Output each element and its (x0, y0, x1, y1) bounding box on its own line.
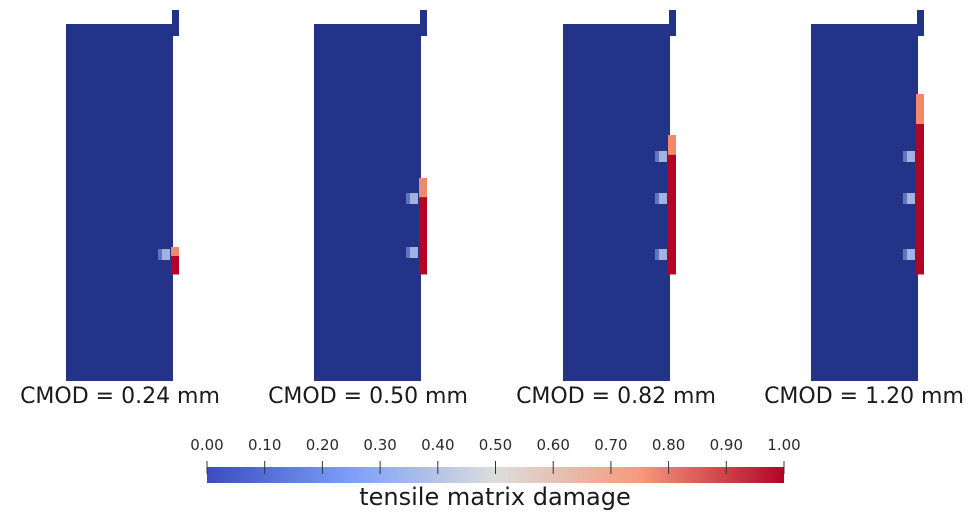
panel-label-3: CMOD = 0.82 mm (516, 384, 716, 409)
specimen-1 (66, 10, 179, 381)
partial-damage-cell (659, 151, 667, 162)
specimen-lip (669, 10, 676, 36)
partial-damage-cell (158, 249, 162, 260)
partial-damage-cell (406, 193, 410, 204)
colorbar-tick-label: 0.40 (421, 436, 455, 454)
damage-cell (668, 164, 676, 176)
panel-label-2: CMOD = 0.50 mm (268, 384, 468, 409)
partial-damage-cell (903, 151, 907, 162)
partial-damage-cell (655, 193, 659, 204)
damage-cell (171, 265, 179, 275)
partial-damage-cell (903, 193, 907, 204)
damage-cell (668, 184, 676, 196)
specimen-lip (917, 10, 924, 36)
damage-cell (419, 245, 427, 256)
damage-cell (916, 164, 924, 175)
damage-cell (916, 154, 924, 165)
partial-damage-cell (410, 247, 418, 258)
colorbar-tick-label: 0.50 (478, 436, 513, 454)
partial-damage-cell (907, 249, 915, 260)
colorbar-tick-label: 0.70 (594, 436, 628, 454)
specimen-lip (420, 10, 427, 36)
colorbar-tick-label: 0.20 (305, 436, 340, 454)
partial-damage-cell (655, 249, 659, 260)
damage-cell (916, 134, 924, 145)
damage-cell (916, 104, 924, 115)
damage-cell (668, 214, 676, 225)
damage-cell (419, 216, 427, 227)
damage-cell (668, 154, 676, 166)
damage-cell (171, 247, 179, 257)
damage-cell (916, 234, 924, 245)
damage-cell (916, 254, 924, 265)
damage-cell (668, 224, 676, 235)
damage-cell (419, 235, 427, 246)
damage-cell (916, 124, 924, 135)
damage-cell (419, 178, 427, 189)
damage-cell (668, 174, 676, 186)
damage-cell (668, 234, 676, 245)
colorbar-tick-label: 0.30 (363, 436, 397, 454)
damage-cell (668, 244, 676, 255)
colorbar-tick-label: 0.80 (651, 436, 686, 454)
damage-cell (916, 264, 924, 275)
damage-cell (916, 194, 924, 205)
specimen-body (314, 24, 421, 381)
damage-cell (419, 197, 427, 208)
specimen-body (811, 24, 918, 381)
damage-cell (916, 224, 924, 235)
damage-cell (668, 194, 676, 205)
colorbar-tick-label: 0.00 (190, 436, 224, 454)
damage-cell (419, 206, 427, 217)
damage-cell (419, 187, 427, 198)
damage-cell (668, 254, 676, 265)
partial-damage-cell (903, 249, 907, 260)
partial-damage-cell (406, 247, 410, 258)
colorbar-tick-label: 0.60 (536, 436, 570, 454)
panel-label-1: CMOD = 0.24 mm (20, 384, 220, 409)
damage-cell (419, 254, 427, 265)
partial-damage-cell (659, 193, 667, 204)
colorbar-title: tensile matrix damage (359, 483, 631, 511)
partial-damage-cell (659, 249, 667, 260)
damage-cell (916, 144, 924, 155)
damage-cell (916, 214, 924, 225)
colorbar-tick-label: 0.90 (709, 436, 743, 454)
damage-cell (668, 264, 676, 275)
colorbar-tick-label: 0.10 (247, 436, 282, 454)
damage-cell (916, 114, 924, 125)
damage-cell (916, 204, 924, 215)
damage-cell (916, 94, 924, 105)
specimen-body (563, 24, 670, 381)
damage-cell (916, 174, 924, 185)
panel-label-4: CMOD = 1.20 mm (764, 384, 964, 409)
specimen-3 (563, 10, 676, 381)
damage-cell (668, 144, 676, 156)
partial-damage-cell (410, 193, 418, 204)
damage-cell (916, 244, 924, 255)
specimen-lip (172, 10, 179, 36)
specimen-4 (811, 10, 924, 381)
partial-damage-cell (655, 151, 659, 162)
colorbar-tick-label: 1.00 (767, 436, 801, 454)
partial-damage-cell (162, 249, 170, 260)
specimen-2 (314, 10, 427, 381)
partial-damage-cell (907, 193, 915, 204)
specimen-body (66, 24, 173, 381)
damage-cell (419, 264, 427, 275)
colorbar (207, 467, 784, 483)
damage-cell (171, 256, 179, 266)
partial-damage-cell (907, 151, 915, 162)
damage-cell (419, 226, 427, 237)
damage-cell (668, 204, 676, 215)
damage-cell (668, 135, 676, 146)
damage-cell (916, 184, 924, 195)
